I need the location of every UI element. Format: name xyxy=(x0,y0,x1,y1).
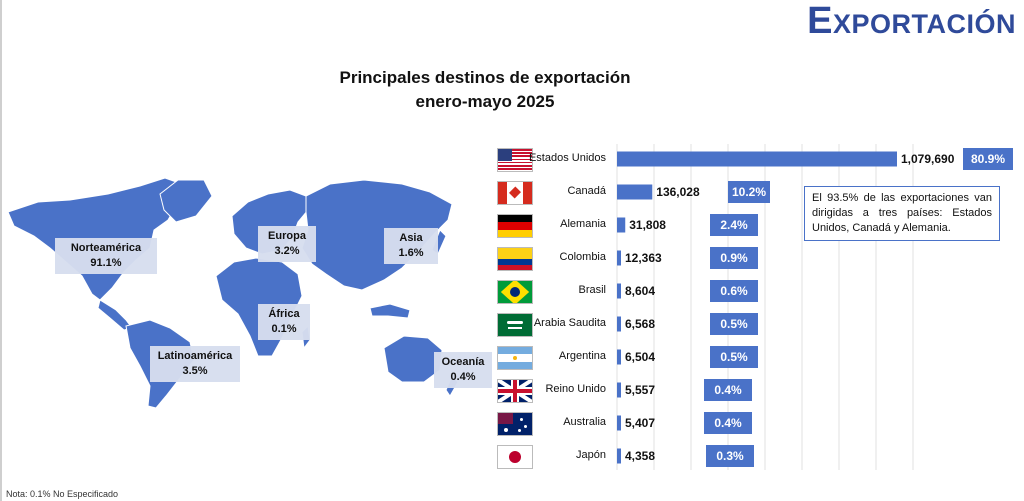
bar xyxy=(617,349,621,365)
flag-canada-icon xyxy=(497,181,533,205)
bar xyxy=(617,283,621,299)
region-share: 0.4% xyxy=(450,371,476,383)
page-title: Exportación xyxy=(807,0,1016,42)
region-share: 3.5% xyxy=(182,365,208,377)
map-greenland xyxy=(159,179,213,223)
share-label: 0.3% xyxy=(706,445,754,467)
flag-brazil-icon xyxy=(497,280,533,304)
value-label: 6,568 xyxy=(625,317,656,331)
value-label: 31,808 xyxy=(629,218,666,232)
flag-argentina-icon xyxy=(497,346,533,370)
share-label: 0.9% xyxy=(710,247,758,269)
flag-australia-icon xyxy=(497,412,533,436)
category-label: Arabia Saudita xyxy=(533,317,606,329)
value-label: 6,504 xyxy=(625,350,656,364)
bar xyxy=(617,448,621,464)
bar xyxy=(617,217,626,233)
region-name: Asia xyxy=(399,232,423,244)
share-label: 2.4% xyxy=(710,214,758,236)
flag-us-icon xyxy=(497,148,533,172)
value-label: 8,604 xyxy=(625,284,656,298)
category-label: Argentina xyxy=(558,350,606,362)
region-europe: Europa 3.2% xyxy=(258,226,316,262)
category-label: Colombia xyxy=(559,251,606,263)
bar xyxy=(617,316,621,332)
value-label: 4,358 xyxy=(625,449,656,463)
region-share: 0.1% xyxy=(271,323,297,335)
flag-japan-icon xyxy=(497,445,533,469)
region-name: África xyxy=(268,308,300,320)
region-africa: África 0.1% xyxy=(258,304,310,340)
share-label: 0.6% xyxy=(710,280,758,302)
region-latin-america: Latinoamérica 3.5% xyxy=(150,346,240,382)
region-oceania: Oceanía 0.4% xyxy=(434,352,492,388)
category-label: Alemania xyxy=(560,218,606,230)
share-label: 0.5% xyxy=(710,346,758,368)
region-north-america: Norteamérica 91.1% xyxy=(55,238,157,274)
region-asia: Asia 1.6% xyxy=(384,228,438,264)
bar xyxy=(617,250,621,266)
flag-colombia-icon xyxy=(497,247,533,271)
share-label: 0.4% xyxy=(704,412,752,434)
value-label: 1,079,690 xyxy=(901,152,955,166)
region-share: 3.2% xyxy=(274,245,300,257)
region-name: Europa xyxy=(268,230,306,242)
flag-uk-icon xyxy=(497,379,533,403)
bar xyxy=(617,151,897,167)
region-share: 1.6% xyxy=(398,247,424,259)
chart-title-block: Principales destinos de exportación ener… xyxy=(300,66,670,114)
value-label: 136,028 xyxy=(656,185,700,199)
value-label: 12,363 xyxy=(625,251,662,265)
share-label: 0.4% xyxy=(704,379,752,401)
map-indonesia xyxy=(369,303,411,319)
left-border xyxy=(0,0,2,501)
flag-germany-icon xyxy=(497,214,533,238)
region-name: Oceanía xyxy=(441,356,485,368)
annotation-box: El 93.5% de las exportaciones van dirigi… xyxy=(804,186,1000,241)
footnote: Nota: 0.1% No Especificado xyxy=(6,489,119,499)
bar xyxy=(617,382,621,398)
bar xyxy=(617,184,653,200)
share-label: 10.2% xyxy=(728,181,770,203)
category-label: Australia xyxy=(563,416,606,428)
category-label: Brasil xyxy=(578,284,606,296)
region-share: 91.1% xyxy=(90,257,122,269)
category-label: Japón xyxy=(576,449,606,461)
region-name: Norteamérica xyxy=(70,242,142,254)
category-label: Reino Unido xyxy=(545,383,606,395)
category-label: Canadá xyxy=(567,185,606,197)
category-label: Estados Unidos xyxy=(528,152,606,164)
flag-saudi-arabia-icon xyxy=(497,313,533,337)
chart-subtitle: enero-mayo 2025 xyxy=(415,92,555,111)
share-label: 0.5% xyxy=(710,313,758,335)
chart-title: Principales destinos de exportación xyxy=(339,68,631,87)
value-label: 5,557 xyxy=(625,383,656,397)
share-label: 80.9% xyxy=(963,148,1013,170)
region-name: Latinoamérica xyxy=(157,350,233,362)
bar xyxy=(617,415,621,431)
value-label: 5,407 xyxy=(625,416,656,430)
